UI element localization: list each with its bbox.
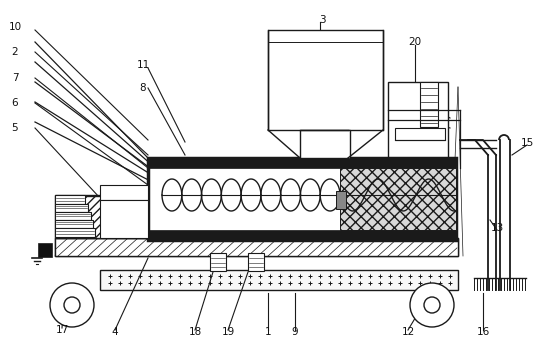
Bar [56,196,147,238]
Bar [336,191,346,209]
Text: 16: 16 [477,327,489,337]
Bar [100,185,148,200]
Circle shape [50,283,94,327]
Bar [55,228,95,237]
Text: 1: 1 [264,327,271,337]
Bar [340,168,456,230]
Text: 5: 5 [12,123,18,133]
Text: 13: 13 [490,223,504,233]
Bar [38,243,52,257]
Bar [388,82,448,168]
Text: 9: 9 [292,327,299,337]
Bar [248,253,264,271]
Bar [268,30,383,130]
Bar [395,128,445,140]
Bar [55,238,458,256]
Text: 2: 2 [12,47,18,57]
Text: 15: 15 [521,138,533,148]
Bar [148,158,456,168]
Text: 18: 18 [189,327,201,337]
Text: 12: 12 [401,327,415,337]
Text: 4: 4 [112,327,118,337]
Text: 11: 11 [136,60,150,70]
Bar [210,253,226,271]
Bar [100,270,458,290]
Bar [55,204,88,212]
Bar [55,195,148,238]
Bar [55,220,93,228]
Bar [420,82,438,127]
Text: 6: 6 [12,98,18,108]
Circle shape [410,283,454,327]
Bar [55,195,85,204]
Text: 17: 17 [55,325,69,335]
Bar [148,158,456,240]
Bar [55,238,458,256]
Text: 7: 7 [12,73,18,83]
Text: 10: 10 [8,22,22,32]
Circle shape [424,297,440,313]
Text: 21: 21 [425,100,439,110]
Text: 3: 3 [319,15,325,25]
Bar [148,230,456,240]
Text: 8: 8 [140,83,146,93]
Text: 19: 19 [222,327,234,337]
Text: 20: 20 [408,37,421,47]
Bar [55,212,91,220]
Bar [100,200,148,238]
Text: 14: 14 [391,100,405,110]
Bar [300,130,350,160]
Text: 22: 22 [425,115,439,125]
Circle shape [64,297,80,313]
